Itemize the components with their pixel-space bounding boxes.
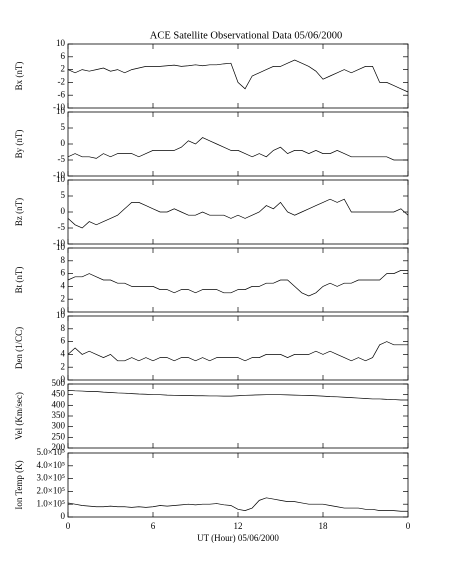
x-tick-label: 12 xyxy=(234,521,243,531)
y-axis-label: Vel (Km/sec) xyxy=(14,392,24,440)
y-tick-label: 10 xyxy=(56,38,66,48)
y-tick-label: 300 xyxy=(52,421,66,431)
y-tick-label: 450 xyxy=(52,389,66,399)
y-tick-label: 4.0×10⁵ xyxy=(37,460,65,470)
y-tick-label: 4 xyxy=(61,280,66,290)
y-tick-label: 2 xyxy=(61,293,66,303)
y-tick-label: 5 xyxy=(61,190,66,200)
y-tick-label: 200 xyxy=(52,442,66,452)
y-tick-label: -10 xyxy=(53,170,65,180)
y-tick-label: 250 xyxy=(52,431,66,441)
y-tick-label: 0 xyxy=(61,511,66,521)
y-tick-label: 0 xyxy=(61,374,66,384)
y-axis-label: Bz (nT) xyxy=(14,198,24,226)
y-tick-label: 400 xyxy=(52,399,66,409)
y-tick-label: 4 xyxy=(61,348,66,358)
y-tick-label: 10 xyxy=(56,242,66,252)
y-tick-label: 500 xyxy=(52,378,66,388)
data-line xyxy=(67,137,408,161)
data-line xyxy=(67,270,408,297)
x-axis-label: UT (Hour) 05/06/2000 xyxy=(197,533,279,543)
y-tick-label: -10 xyxy=(53,102,65,112)
y-axis-label: Den (1/CC) xyxy=(14,327,24,369)
data-line xyxy=(67,497,408,512)
x-tick-label: 18 xyxy=(319,521,329,531)
data-line xyxy=(67,59,409,93)
y-tick-label: 6 xyxy=(61,51,66,61)
y-tick-label: 8 xyxy=(61,255,66,265)
y-tick-label: 0 xyxy=(61,306,66,316)
data-line xyxy=(67,341,408,362)
y-tick-label: 10 xyxy=(56,174,66,184)
y-tick-label: -2 xyxy=(58,76,66,86)
y-tick-label: 1.0×10⁵ xyxy=(37,498,65,508)
y-tick-label: -5 xyxy=(58,222,66,232)
x-tick-label: 0 xyxy=(406,521,411,531)
y-tick-label: 350 xyxy=(52,410,66,420)
y-tick-label: -5 xyxy=(58,154,66,164)
y-tick-label: 10 xyxy=(56,106,66,116)
x-tick-label: 0 xyxy=(66,521,71,531)
y-tick-label: 5.0×10⁵ xyxy=(37,447,65,457)
y-tick-label: 6 xyxy=(61,336,66,346)
y-axis-label: Ion Temp (K) xyxy=(14,460,24,509)
y-tick-label: 6 xyxy=(61,268,66,278)
y-axis-label: By (nT) xyxy=(14,130,24,159)
y-tick-label: 0 xyxy=(61,138,66,148)
y-axis-label: Bx (nT) xyxy=(14,62,24,91)
y-tick-label: 0 xyxy=(61,206,66,216)
chart-title: ACE Satellite Observational Data 05/06/2… xyxy=(150,30,342,41)
data-line xyxy=(67,198,409,229)
y-tick-label: 5 xyxy=(61,122,66,132)
y-tick-label: 8 xyxy=(61,323,66,333)
x-tick-label: 6 xyxy=(151,521,156,531)
y-tick-label: 2 xyxy=(61,64,66,74)
y-axis-label: Bt (nT) xyxy=(14,267,24,294)
data-line xyxy=(67,390,408,401)
y-tick-label: -6 xyxy=(58,89,66,99)
y-tick-label: 2.0×10⁵ xyxy=(37,485,65,495)
y-tick-label: 2 xyxy=(61,361,66,371)
y-tick-label: -10 xyxy=(53,238,65,248)
y-tick-label: 10 xyxy=(56,310,66,320)
y-tick-label: 3.0×10⁵ xyxy=(37,473,65,483)
